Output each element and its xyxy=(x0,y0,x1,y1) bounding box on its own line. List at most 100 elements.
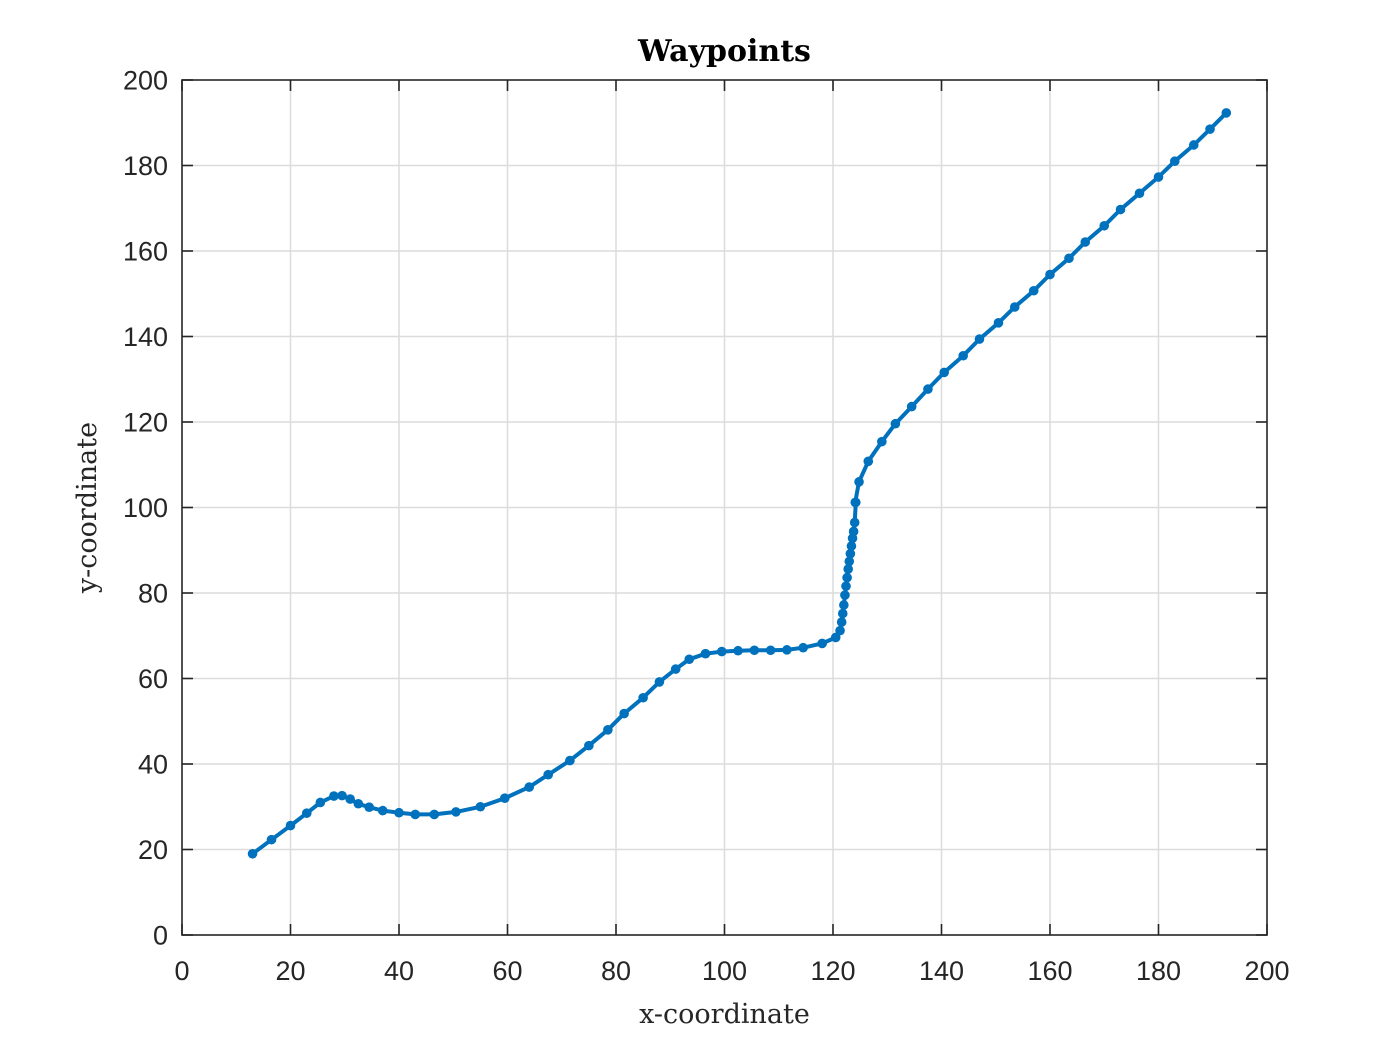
waypoint-marker xyxy=(765,645,776,656)
waypoint-marker xyxy=(451,807,461,817)
x-tick-label: 140 xyxy=(919,956,964,986)
waypoint-marker xyxy=(841,581,851,591)
waypoint-marker xyxy=(670,664,681,674)
waypoint-marker xyxy=(863,456,874,467)
waypoint-marker xyxy=(565,755,575,766)
y-tick-label: 100 xyxy=(123,493,168,523)
waypoint-marker xyxy=(839,600,849,610)
x-tick-label: 120 xyxy=(810,956,855,986)
waypoint-marker xyxy=(1099,220,1110,231)
waypoint-marker xyxy=(817,638,827,649)
y-tick-label: 60 xyxy=(138,664,168,694)
waypoint-marker xyxy=(429,809,440,820)
y-tick-label: 180 xyxy=(123,151,168,181)
waypoint-marker xyxy=(1221,108,1232,118)
waypoint-marker xyxy=(846,541,857,551)
waypoint-marker xyxy=(1134,188,1145,199)
waypoint-marker xyxy=(524,782,534,792)
waypoint-marker xyxy=(749,645,760,656)
waypoint-marker xyxy=(798,642,808,653)
y-tick-label: 200 xyxy=(123,66,168,96)
x-tick-label: 200 xyxy=(1244,956,1289,986)
y-tick-label: 0 xyxy=(153,921,168,951)
y-tick-label: 140 xyxy=(123,322,168,352)
waypoint-marker xyxy=(837,608,848,619)
waypoint-marker xyxy=(890,418,901,429)
waypoint-marker xyxy=(499,793,510,803)
waypoint-marker xyxy=(843,564,853,574)
waypoint-marker xyxy=(842,572,852,583)
waypoint-marker xyxy=(854,477,864,487)
waypoint-marker xyxy=(830,632,841,643)
axis-ticks xyxy=(181,79,1268,936)
x-tick-label: 80 xyxy=(601,956,631,986)
y-tick-label: 120 xyxy=(123,408,168,438)
waypoint-marker xyxy=(1080,237,1091,247)
waypoint-marker xyxy=(850,497,861,508)
waypoint-marker xyxy=(247,848,258,859)
y-tick-label: 160 xyxy=(123,237,168,267)
waypoint-marker xyxy=(958,350,968,361)
y-tick-label: 80 xyxy=(138,579,168,609)
waypoint-marker xyxy=(835,625,845,636)
waypoint-marker xyxy=(315,797,326,808)
waypoint-marker xyxy=(848,526,859,537)
waypoint-marker xyxy=(1169,156,1180,167)
waypoint-marker xyxy=(394,807,404,818)
waypoint-marker xyxy=(877,436,887,447)
waypoint-marker xyxy=(1188,140,1199,150)
x-tick-label: 60 xyxy=(492,956,522,986)
waypoint-marker xyxy=(543,769,553,780)
waypoint-marker xyxy=(836,617,847,627)
waypoint-marker xyxy=(923,384,933,394)
x-tick-label: 0 xyxy=(174,956,189,986)
waypoint-marker xyxy=(345,794,355,804)
waypoint-marker xyxy=(266,834,277,845)
waypoint-marker xyxy=(684,654,695,665)
waypoint-marker xyxy=(840,590,850,600)
waypoint-marker xyxy=(993,318,1004,328)
waypoint-marker xyxy=(700,648,711,659)
waypoint-marker xyxy=(337,790,347,801)
waypoint-marker xyxy=(364,802,374,812)
x-tick-label: 180 xyxy=(1136,956,1181,986)
x-tick-label: 40 xyxy=(384,956,414,986)
waypoint-marker xyxy=(849,517,860,528)
y-axis-label: y-coordinate xyxy=(72,422,103,594)
waypoint-marker xyxy=(1153,172,1164,182)
chart-title: Waypoints xyxy=(637,34,811,69)
x-tick-label: 20 xyxy=(275,956,305,986)
plot-series xyxy=(247,108,1232,859)
waypoint-marker xyxy=(584,740,594,751)
waypoint-marker xyxy=(377,805,388,816)
waypoint-marker xyxy=(733,645,743,656)
waypoint-marker xyxy=(603,725,613,735)
waypoint-marker xyxy=(1009,302,1020,312)
waypoint-marker xyxy=(301,808,312,818)
waypoint-marker xyxy=(329,791,339,801)
x-axis-label: x-coordinate xyxy=(639,999,810,1030)
waypoint-marker xyxy=(475,801,486,812)
waypoint-marker xyxy=(638,692,648,703)
x-tick-label: 160 xyxy=(1027,956,1072,986)
waypoint-marker xyxy=(654,677,665,687)
waypoint-marker xyxy=(1064,253,1074,264)
waypoint-marker xyxy=(1205,124,1215,134)
waypoint-marker xyxy=(845,548,856,559)
waypoint-marker xyxy=(619,708,629,719)
y-tick-label: 40 xyxy=(138,750,168,780)
waypoint-marker xyxy=(974,334,985,344)
waypoint-marker xyxy=(939,367,950,378)
waypoint-marker xyxy=(1115,204,1126,215)
waypoint-marker xyxy=(716,646,727,657)
waypoint-marker xyxy=(1045,269,1055,280)
waypoint-marker xyxy=(782,645,792,655)
waypoint-marker xyxy=(285,820,296,831)
waypoint-marker xyxy=(1028,285,1039,296)
x-tick-label: 100 xyxy=(702,956,747,986)
waypoint-marker xyxy=(410,809,421,820)
waypoint-marker xyxy=(353,798,364,809)
tick-labels: 0 20 40 60 80 100 120 140 160 180 200 0 20 40 60 80 100 1… xyxy=(123,66,1290,987)
waypoint-marker xyxy=(844,556,855,567)
